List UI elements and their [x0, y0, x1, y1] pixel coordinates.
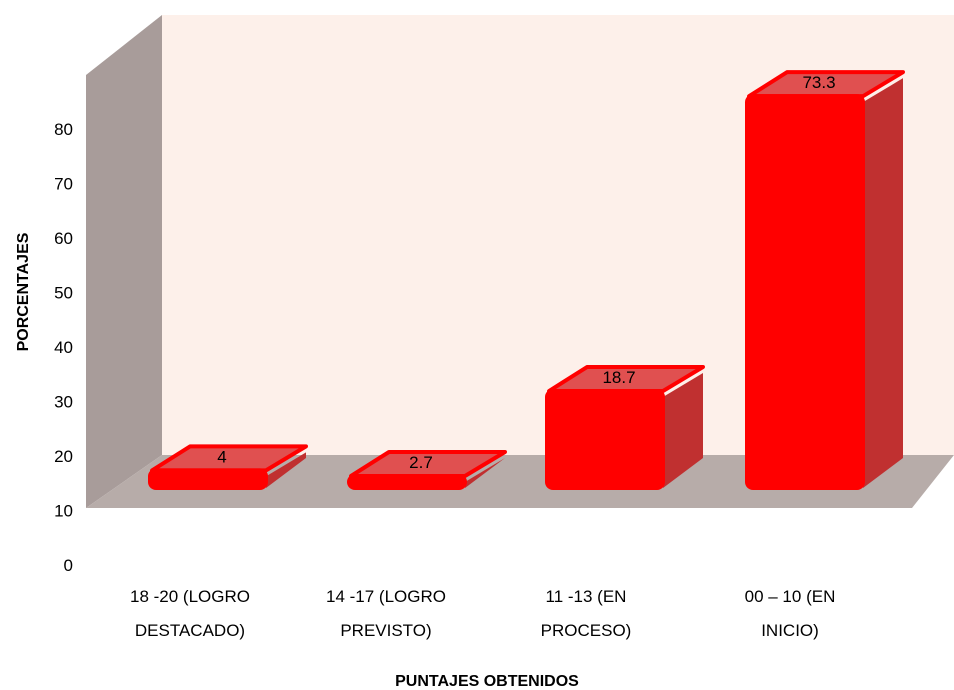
- data-labels: 4 2.7 18.7 73.3: [217, 73, 835, 472]
- x-category-label: 14 -17 (LOGRO PREVISTO): [326, 587, 446, 640]
- category-labels: 18 -20 (LOGRO DESTACADO) 14 -17 (LOGRO PREV…: [130, 587, 835, 640]
- y-tick-label: 70: [54, 175, 73, 194]
- bars: [148, 70, 905, 491]
- y-tick-label: 50: [54, 284, 73, 303]
- bar-value-label: 2.7: [409, 453, 433, 472]
- bar-value-label: 18.7: [602, 368, 635, 387]
- y-tick-label: 0: [64, 556, 73, 575]
- bar-value-label: 73.3: [802, 73, 835, 92]
- x-axis-title: PUNTAJES OBTENIDOS: [395, 673, 579, 690]
- x-category-label: 11 -13 (EN PROCESO): [541, 587, 632, 640]
- y-tick-label: 20: [54, 447, 73, 466]
- bar-side: [465, 458, 505, 488]
- bar: [148, 444, 308, 490]
- bar-front: [347, 474, 467, 490]
- x-category-label: 18 -20 (LOGRO DESTACADO): [130, 587, 250, 640]
- y-axis-ticks: 0 10 20 30 40 50 60 70 80: [54, 120, 73, 575]
- bar: [347, 450, 507, 490]
- y-tick-label: 10: [54, 502, 73, 521]
- floor: [86, 455, 954, 508]
- bar-value-label: 4: [217, 447, 226, 466]
- y-tick-label: 40: [54, 338, 73, 357]
- side-wall: [86, 15, 162, 508]
- bar-front: [545, 389, 665, 490]
- y-axis-title: PORCENTAJES: [15, 232, 32, 351]
- bar: [545, 365, 705, 490]
- bar-front: [148, 468, 268, 490]
- bar-side: [266, 452, 306, 488]
- bar-side: [863, 78, 903, 489]
- bar-front: [745, 94, 865, 491]
- bar: [745, 70, 905, 491]
- y-tick-label: 80: [54, 120, 73, 139]
- bar-side: [663, 373, 703, 488]
- x-category-label: 00 – 10 (EN INICIO): [745, 587, 836, 640]
- y-tick-label: 60: [54, 229, 73, 248]
- y-tick-label: 30: [54, 393, 73, 412]
